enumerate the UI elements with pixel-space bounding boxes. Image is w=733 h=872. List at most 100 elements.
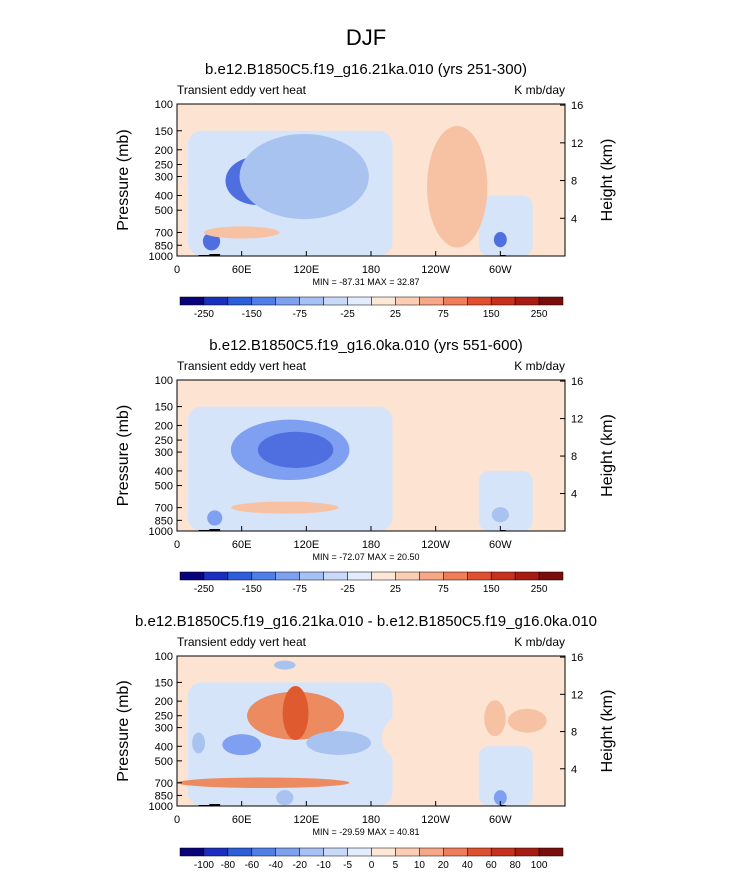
y-right-tick-label: 4 — [571, 764, 577, 776]
y-tick-label: 200 — [155, 420, 173, 432]
colorbar-swatch — [395, 571, 420, 581]
y-tick-label: 700 — [155, 227, 173, 239]
contour-blob — [222, 734, 262, 756]
x-tick-label: 120E — [293, 539, 319, 551]
colorbar-swatch — [467, 571, 492, 581]
min-max-stats: MIN = -72.07 MAX = 20.50 — [312, 552, 419, 562]
x-tick-label: 120W — [421, 264, 450, 276]
x-tick-label: 60W — [489, 814, 512, 826]
y-right-tick-label: 12 — [571, 414, 583, 426]
y-tick-label: 850 — [155, 515, 173, 527]
contour-blob — [484, 700, 506, 737]
colorbar: -100 -80 -60 -40 -20 -10 -5 0 5 10 20 40 60 80 100 — [179, 847, 564, 871]
contour-blob — [427, 125, 488, 248]
contour-blob — [507, 708, 547, 733]
y-right-tick-label: 8 — [571, 176, 577, 188]
colorbar-swatch — [323, 571, 348, 581]
field-neg-band — [478, 470, 533, 531]
colorbar-swatch — [490, 571, 516, 581]
min-max-stats: MIN = -29.59 MAX = 40.81 — [312, 827, 419, 837]
y-tick-label: 150 — [155, 402, 173, 414]
colorbar-swatch — [371, 571, 396, 581]
colorbar-swatch — [395, 296, 420, 306]
x-tick-label: 60W — [489, 264, 512, 276]
panel-right-label: K mb/day — [514, 635, 565, 649]
y-tick-label: 400 — [155, 466, 173, 478]
y-tick-label: 700 — [155, 778, 173, 790]
x-tick-label: 60E — [232, 264, 252, 276]
y-tick-label: 100 — [155, 651, 173, 663]
x-tick-label: 0 — [174, 539, 180, 551]
contour-blob — [282, 686, 309, 741]
panel-left-label: Transient eddy vert heat — [177, 359, 307, 373]
y-right-tick-label: 8 — [571, 451, 577, 463]
colorbar-swatch — [467, 296, 492, 306]
colorbar-label: 40 — [462, 860, 474, 871]
y-right-axis-label: Height (km) — [599, 414, 616, 497]
y-right-tick-label: 16 — [571, 100, 583, 112]
colorbar-label: 0 — [369, 860, 375, 871]
colorbar-swatch — [371, 847, 396, 857]
panel-1: b.e12.B1850C5.f19_g16.21ka.010 (yrs 251-… — [115, 61, 616, 320]
panel-2: b.e12.B1850C5.f19_g16.0ka.010 (yrs 551-6… — [115, 337, 616, 595]
contour-blob — [207, 510, 223, 526]
colorbar-label: -75 — [292, 309, 307, 320]
colorbar-swatch — [347, 571, 372, 581]
colorbar-label: -40 — [269, 860, 284, 871]
colorbar-label: -150 — [242, 584, 262, 595]
colorbar-label: 250 — [531, 309, 548, 320]
colorbar-swatch — [419, 571, 444, 581]
y-right-axis-label: Height (km) — [599, 690, 616, 773]
y-tick-label: 250 — [155, 435, 173, 447]
y-tick-label: 150 — [155, 677, 173, 689]
field-neg-band — [478, 746, 533, 806]
colorbar-swatch — [299, 296, 324, 306]
colorbar-swatch — [179, 847, 205, 857]
panel-right-label: K mb/day — [514, 359, 565, 373]
contour-blob — [177, 777, 350, 789]
colorbar-label: 10 — [414, 860, 426, 871]
x-tick-label: 180 — [362, 539, 380, 551]
colorbar-swatch — [538, 571, 564, 581]
colorbar-swatch — [203, 571, 229, 581]
colorbar-label: -60 — [245, 860, 260, 871]
y-tick-label: 250 — [155, 711, 173, 723]
colorbar-swatch — [490, 847, 516, 857]
contour-blob — [306, 730, 371, 755]
x-tick-label: 60W — [489, 539, 512, 551]
colorbar-swatch — [443, 296, 468, 306]
colorbar-label: 250 — [531, 584, 548, 595]
contour-blob — [274, 660, 296, 670]
colorbar-swatch — [443, 571, 468, 581]
x-tick-label: 180 — [362, 264, 380, 276]
y-tick-label: 500 — [155, 756, 173, 768]
y-right-axis-label: Height (km) — [599, 139, 616, 222]
field-neg-band — [478, 195, 533, 256]
y-tick-label: 300 — [155, 723, 173, 735]
panel-title: b.e12.B1850C5.f19_g16.21ka.010 - b.e12.B… — [135, 613, 597, 630]
x-tick-label: 120W — [421, 539, 450, 551]
contour-blob — [276, 790, 294, 806]
colorbar-swatch — [275, 571, 300, 581]
x-tick-label: 120E — [293, 814, 319, 826]
colorbar-label: 25 — [390, 309, 402, 320]
heatmap-field — [177, 656, 565, 806]
colorbar: -250 -150 -75 -25 25 75 150 250 — [179, 296, 564, 320]
y-tick-label: 100 — [155, 99, 173, 111]
colorbar-swatch — [203, 847, 229, 857]
y-right-tick-label: 4 — [571, 213, 577, 225]
colorbar-label: -250 — [194, 584, 214, 595]
x-tick-label: 60E — [232, 814, 252, 826]
y-tick-label: 400 — [155, 191, 173, 203]
contour-blob — [257, 431, 334, 468]
colorbar-label: -25 — [340, 309, 355, 320]
x-tick-label: 0 — [174, 264, 180, 276]
y-tick-label: 150 — [155, 126, 173, 138]
y-tick-label: 250 — [155, 159, 173, 171]
colorbar-swatch — [514, 847, 540, 857]
colorbar-swatch — [538, 296, 564, 306]
y-tick-label: 1000 — [149, 251, 173, 263]
colorbar-label: 150 — [483, 309, 500, 320]
colorbar-label: -250 — [194, 309, 214, 320]
